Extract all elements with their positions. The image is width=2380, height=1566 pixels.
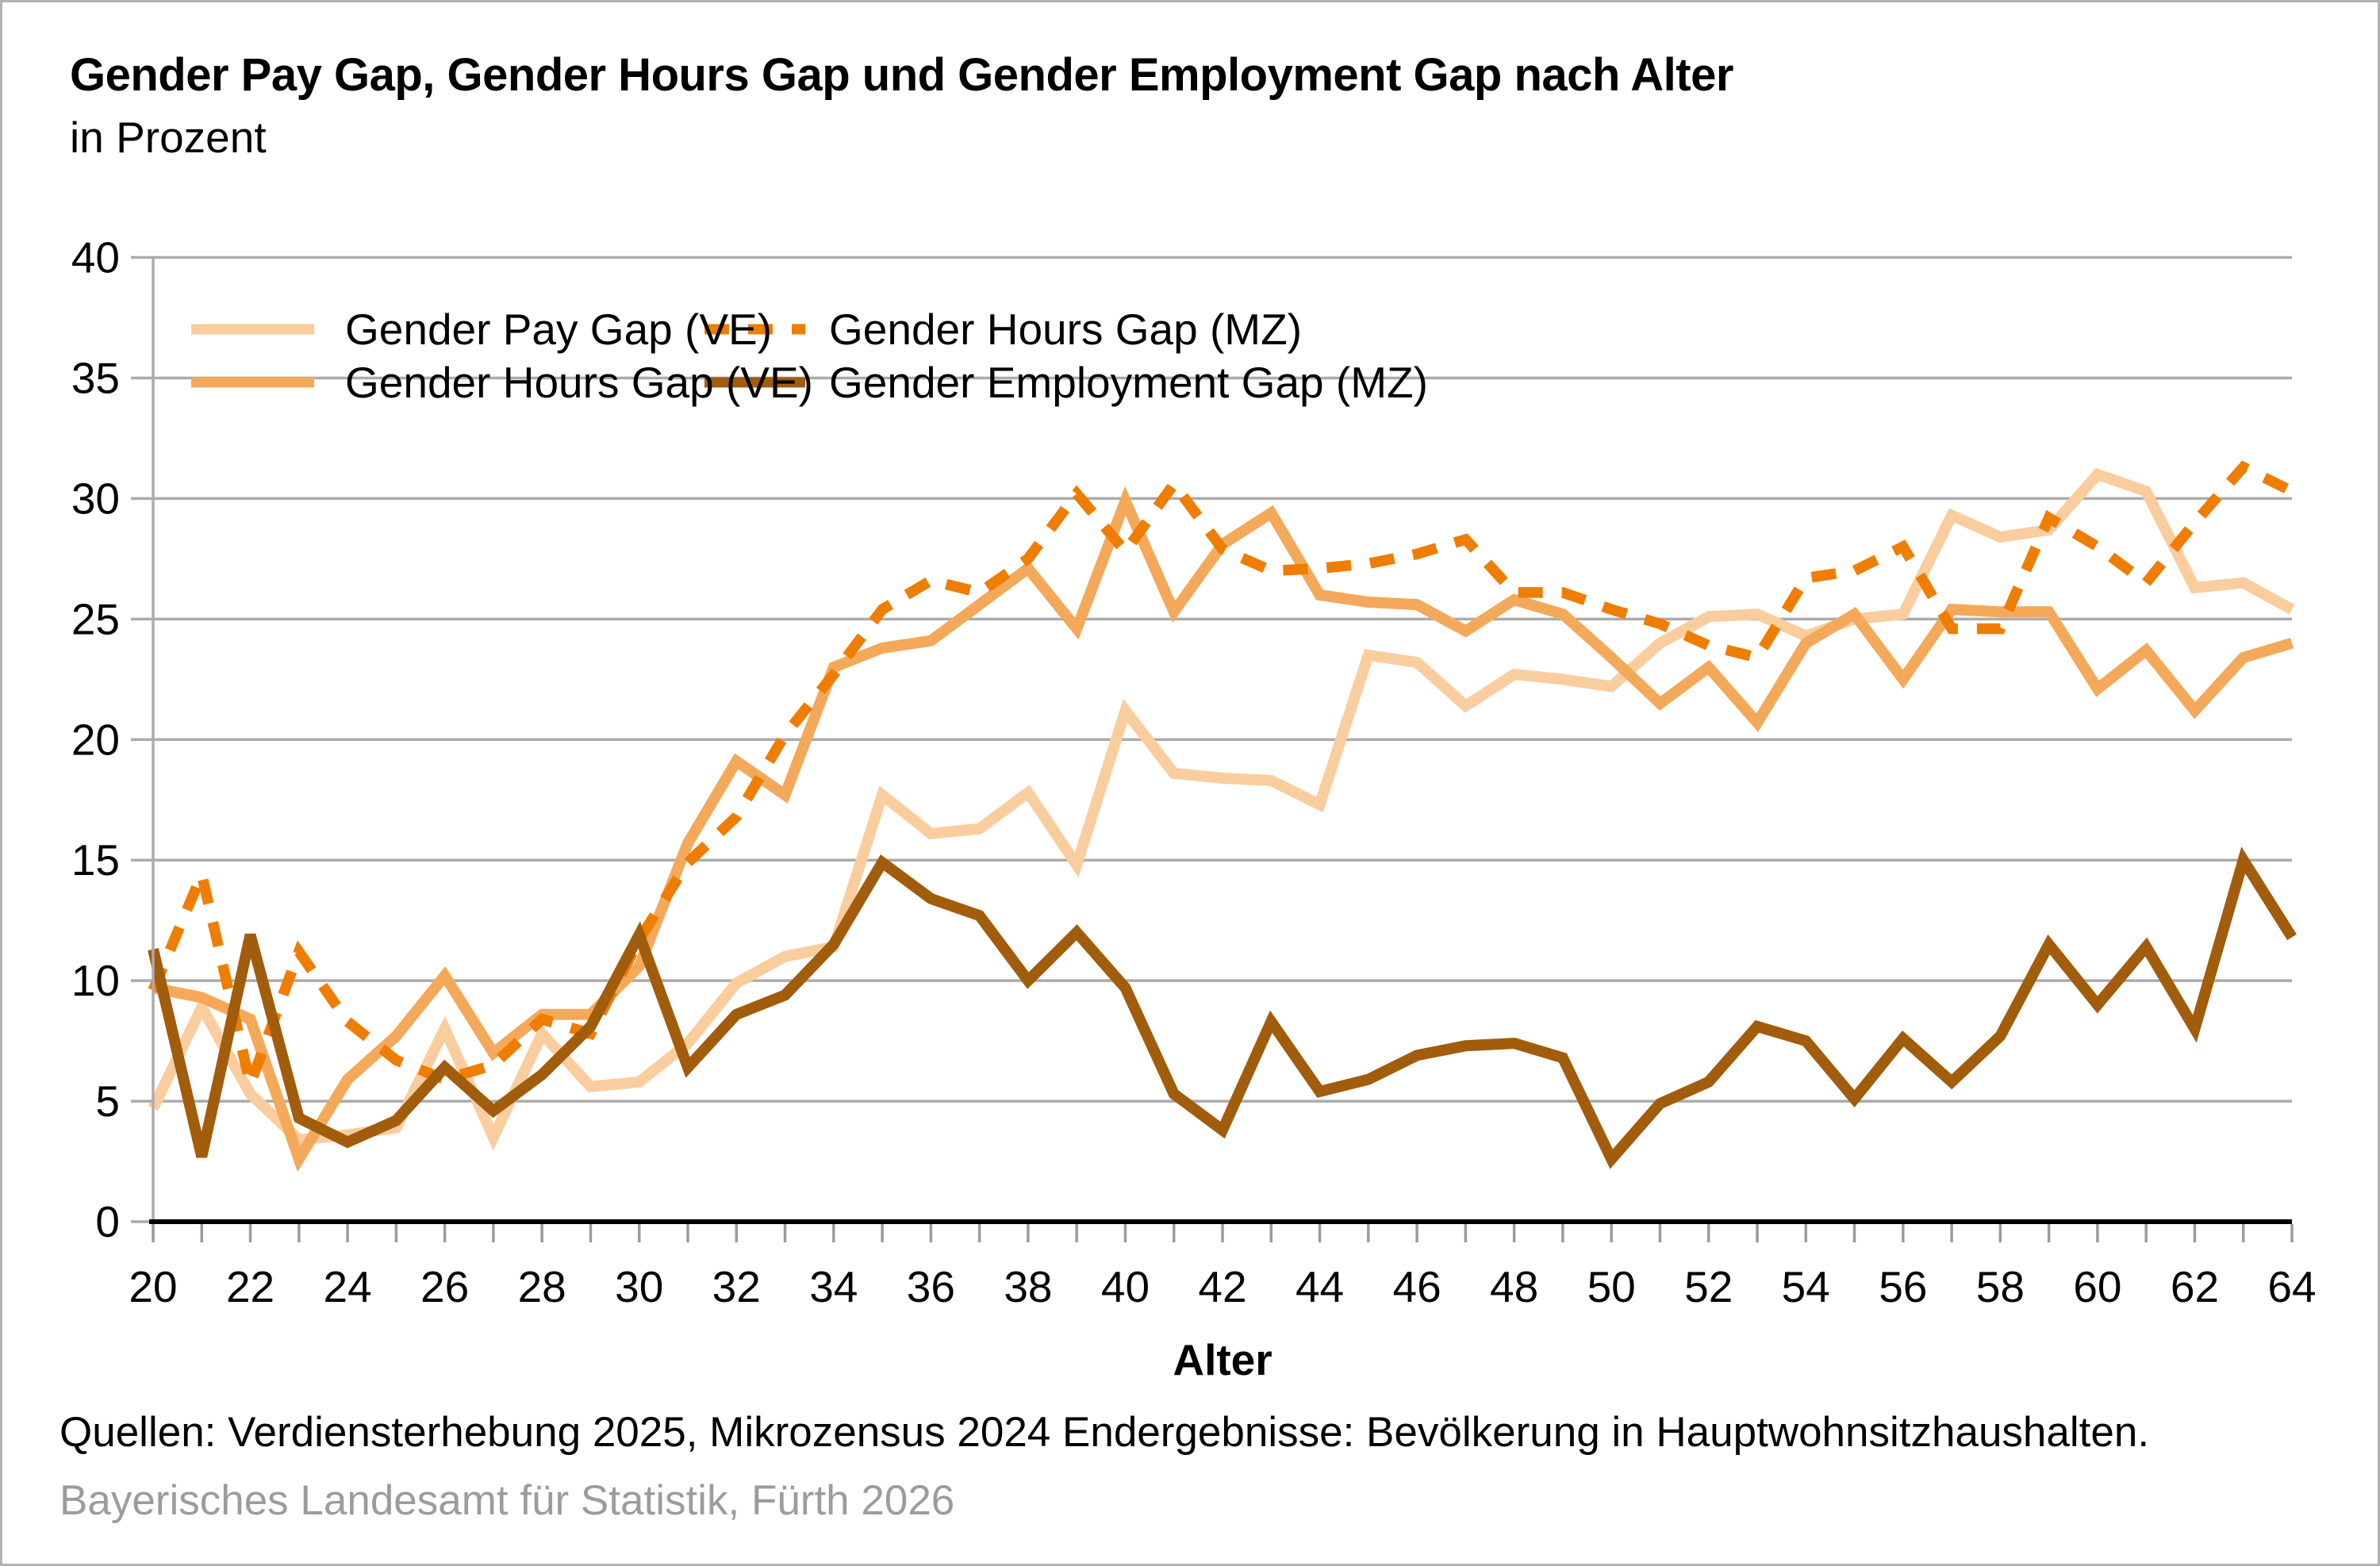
legend-label-pay-ve: Gender Pay Gap (VE)	[345, 305, 772, 354]
x-tick-label: 40	[1101, 1262, 1150, 1311]
y-tick-label: 40	[71, 233, 120, 282]
x-tick-label: 24	[323, 1262, 371, 1311]
legend: Gender Pay Gap (VE) Gender Hours Gap (VE…	[191, 305, 1428, 407]
x-tick-label: 28	[518, 1262, 566, 1311]
series-line-gender-pay-gap-ve	[148, 467, 2295, 1151]
gridlines	[153, 255, 2292, 1103]
x-tick-label: 52	[1684, 1262, 1733, 1311]
x-tick-label: 26	[420, 1262, 469, 1311]
x-tick-label: 38	[1004, 1262, 1052, 1311]
x-tick-label: 62	[2171, 1262, 2219, 1311]
y-tick-label: 30	[71, 474, 120, 523]
publisher-note: Bayerisches Landesamt für Statistik, Für…	[60, 1477, 955, 1524]
x-tick-label: 64	[2267, 1262, 2316, 1311]
series-line-gender-employment-gap-mz	[148, 846, 2297, 1169]
x-tick-label: 56	[1879, 1262, 1927, 1311]
x-axis-title: Alter	[1173, 1335, 1272, 1384]
x-tick-label: 32	[712, 1262, 761, 1311]
legend-label-hours-mz: Gender Hours Gap (MZ)	[829, 305, 1302, 354]
x-tick-label: 48	[1490, 1262, 1538, 1311]
y-tick-label: 10	[71, 956, 120, 1005]
x-tick-label: 54	[1782, 1262, 1830, 1311]
series-line-gender-hours-gap-mz	[148, 460, 2294, 1103]
x-tick-label: 30	[615, 1262, 663, 1311]
chart-subtitle: in Prozent	[70, 113, 267, 162]
chart-title: Gender Pay Gap, Gender Hours Gap und Gen…	[70, 49, 1733, 101]
y-tick-label: 35	[71, 353, 120, 402]
series-lines	[148, 460, 2297, 1173]
legend-label-empl-mz: Gender Employment Gap (MZ)	[829, 358, 1428, 407]
line-chart: 0 5 10 15 20 25 30 35 40 20 22 24 26 28 30 32 34 36 38 40 42…	[71, 233, 2317, 1385]
axes	[131, 255, 2294, 1242]
y-tick-label: 5	[95, 1077, 120, 1126]
x-tick-label: 22	[226, 1262, 274, 1311]
x-tick-label: 42	[1198, 1262, 1246, 1311]
y-tick-label: 0	[95, 1197, 120, 1246]
x-tick-label: 44	[1296, 1262, 1344, 1311]
source-note: Quellen: Verdiensterhebung 2025, Mikroze…	[60, 1409, 2150, 1456]
y-tick-label: 20	[71, 715, 120, 764]
legend-swatches	[191, 324, 805, 388]
x-tick-label: 50	[1587, 1262, 1636, 1311]
x-tick-label: 36	[907, 1262, 955, 1311]
x-tick-label: 58	[1976, 1262, 2025, 1311]
legend-label-hours-ve: Gender Hours Gap (VE)	[345, 358, 813, 407]
y-tick-label: 25	[71, 594, 120, 643]
x-tick-label: 46	[1392, 1262, 1441, 1311]
x-tick-label: 34	[809, 1262, 858, 1311]
x-tick-label: 20	[129, 1262, 177, 1311]
axis-labels: 0 5 10 15 20 25 30 35 40 20 22 24 26 28 30 32 34 36 38 40 42…	[71, 233, 2317, 1312]
x-tick-label: 60	[2073, 1262, 2121, 1311]
y-tick-label: 15	[71, 835, 120, 885]
